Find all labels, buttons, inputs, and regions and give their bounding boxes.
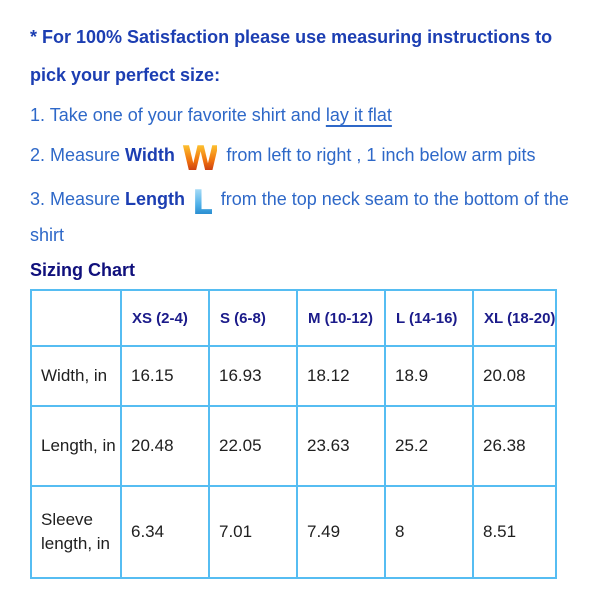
satisfaction-heading: * For 100% Satisfaction please use measu… <box>30 27 553 85</box>
step-3-suffix: from the top neck seam to the bottom of … <box>30 189 569 245</box>
step-3-prefix: 3. Measure <box>30 189 126 209</box>
table-row-sleeve-length: Sleeve length, in 6.34 7.01 7.49 8 8.51 <box>30 485 557 579</box>
value-cell: 25.2 <box>384 405 474 487</box>
value-cell: 18.12 <box>296 345 386 407</box>
table-row-width: Width, in 16.15 16.93 18.12 18.9 20.08 <box>30 345 557 407</box>
value-cell: 20.48 <box>120 405 210 487</box>
row-label-cell: Sleeve length, in <box>30 485 122 579</box>
step-lay-flat: 1. Take one of your favorite shirt and l… <box>30 102 575 128</box>
length-l-icon: L <box>192 183 214 223</box>
header-cell-m: M (10-12) <box>296 289 386 347</box>
width-w-icon: W <box>181 139 219 179</box>
value-cell: 7.49 <box>296 485 386 579</box>
table-row-length: Length, in 20.48 22.05 23.63 25.2 26.38 <box>30 405 557 487</box>
row-label-cell: Width, in <box>30 345 122 407</box>
value-cell: 23.63 <box>296 405 386 487</box>
value-cell: 8 <box>384 485 474 579</box>
value-cell: 16.93 <box>208 345 298 407</box>
value-cell: 18.9 <box>384 345 474 407</box>
value-cell: 7.01 <box>208 485 298 579</box>
value-cell: 8.51 <box>472 485 557 579</box>
row-label-cell: Length, in <box>30 405 122 487</box>
value-cell: 20.08 <box>472 345 557 407</box>
value-cell: 22.05 <box>208 405 298 487</box>
lay-it-flat-underlined-text: lay it flat <box>325 105 392 125</box>
header-cell-empty <box>30 289 122 347</box>
table-header-row: XS (2-4) S (6-8) M (10-12) L (14-16) XL … <box>30 289 557 347</box>
sizing-chart-title: Sizing Chart <box>30 260 136 280</box>
sizing-table: XS (2-4) S (6-8) M (10-12) L (14-16) XL … <box>30 289 557 579</box>
length-term: Length <box>125 189 186 209</box>
header-cell-s: S (6-8) <box>208 289 298 347</box>
header-cell-l: L (14-16) <box>384 289 474 347</box>
value-cell: 6.34 <box>120 485 210 579</box>
value-cell: 26.38 <box>472 405 557 487</box>
header-cell-xs: XS (2-4) <box>120 289 210 347</box>
step-2-prefix: 2. Measure <box>30 145 126 165</box>
header-cell-xl: XL (18-20) <box>472 289 557 347</box>
step-2-suffix: from left to right , 1 inch below arm pi… <box>226 145 536 165</box>
width-term: Width <box>125 145 175 165</box>
step-1-text: 1. Take one of your favorite shirt and <box>30 105 326 125</box>
value-cell: 16.15 <box>120 345 210 407</box>
